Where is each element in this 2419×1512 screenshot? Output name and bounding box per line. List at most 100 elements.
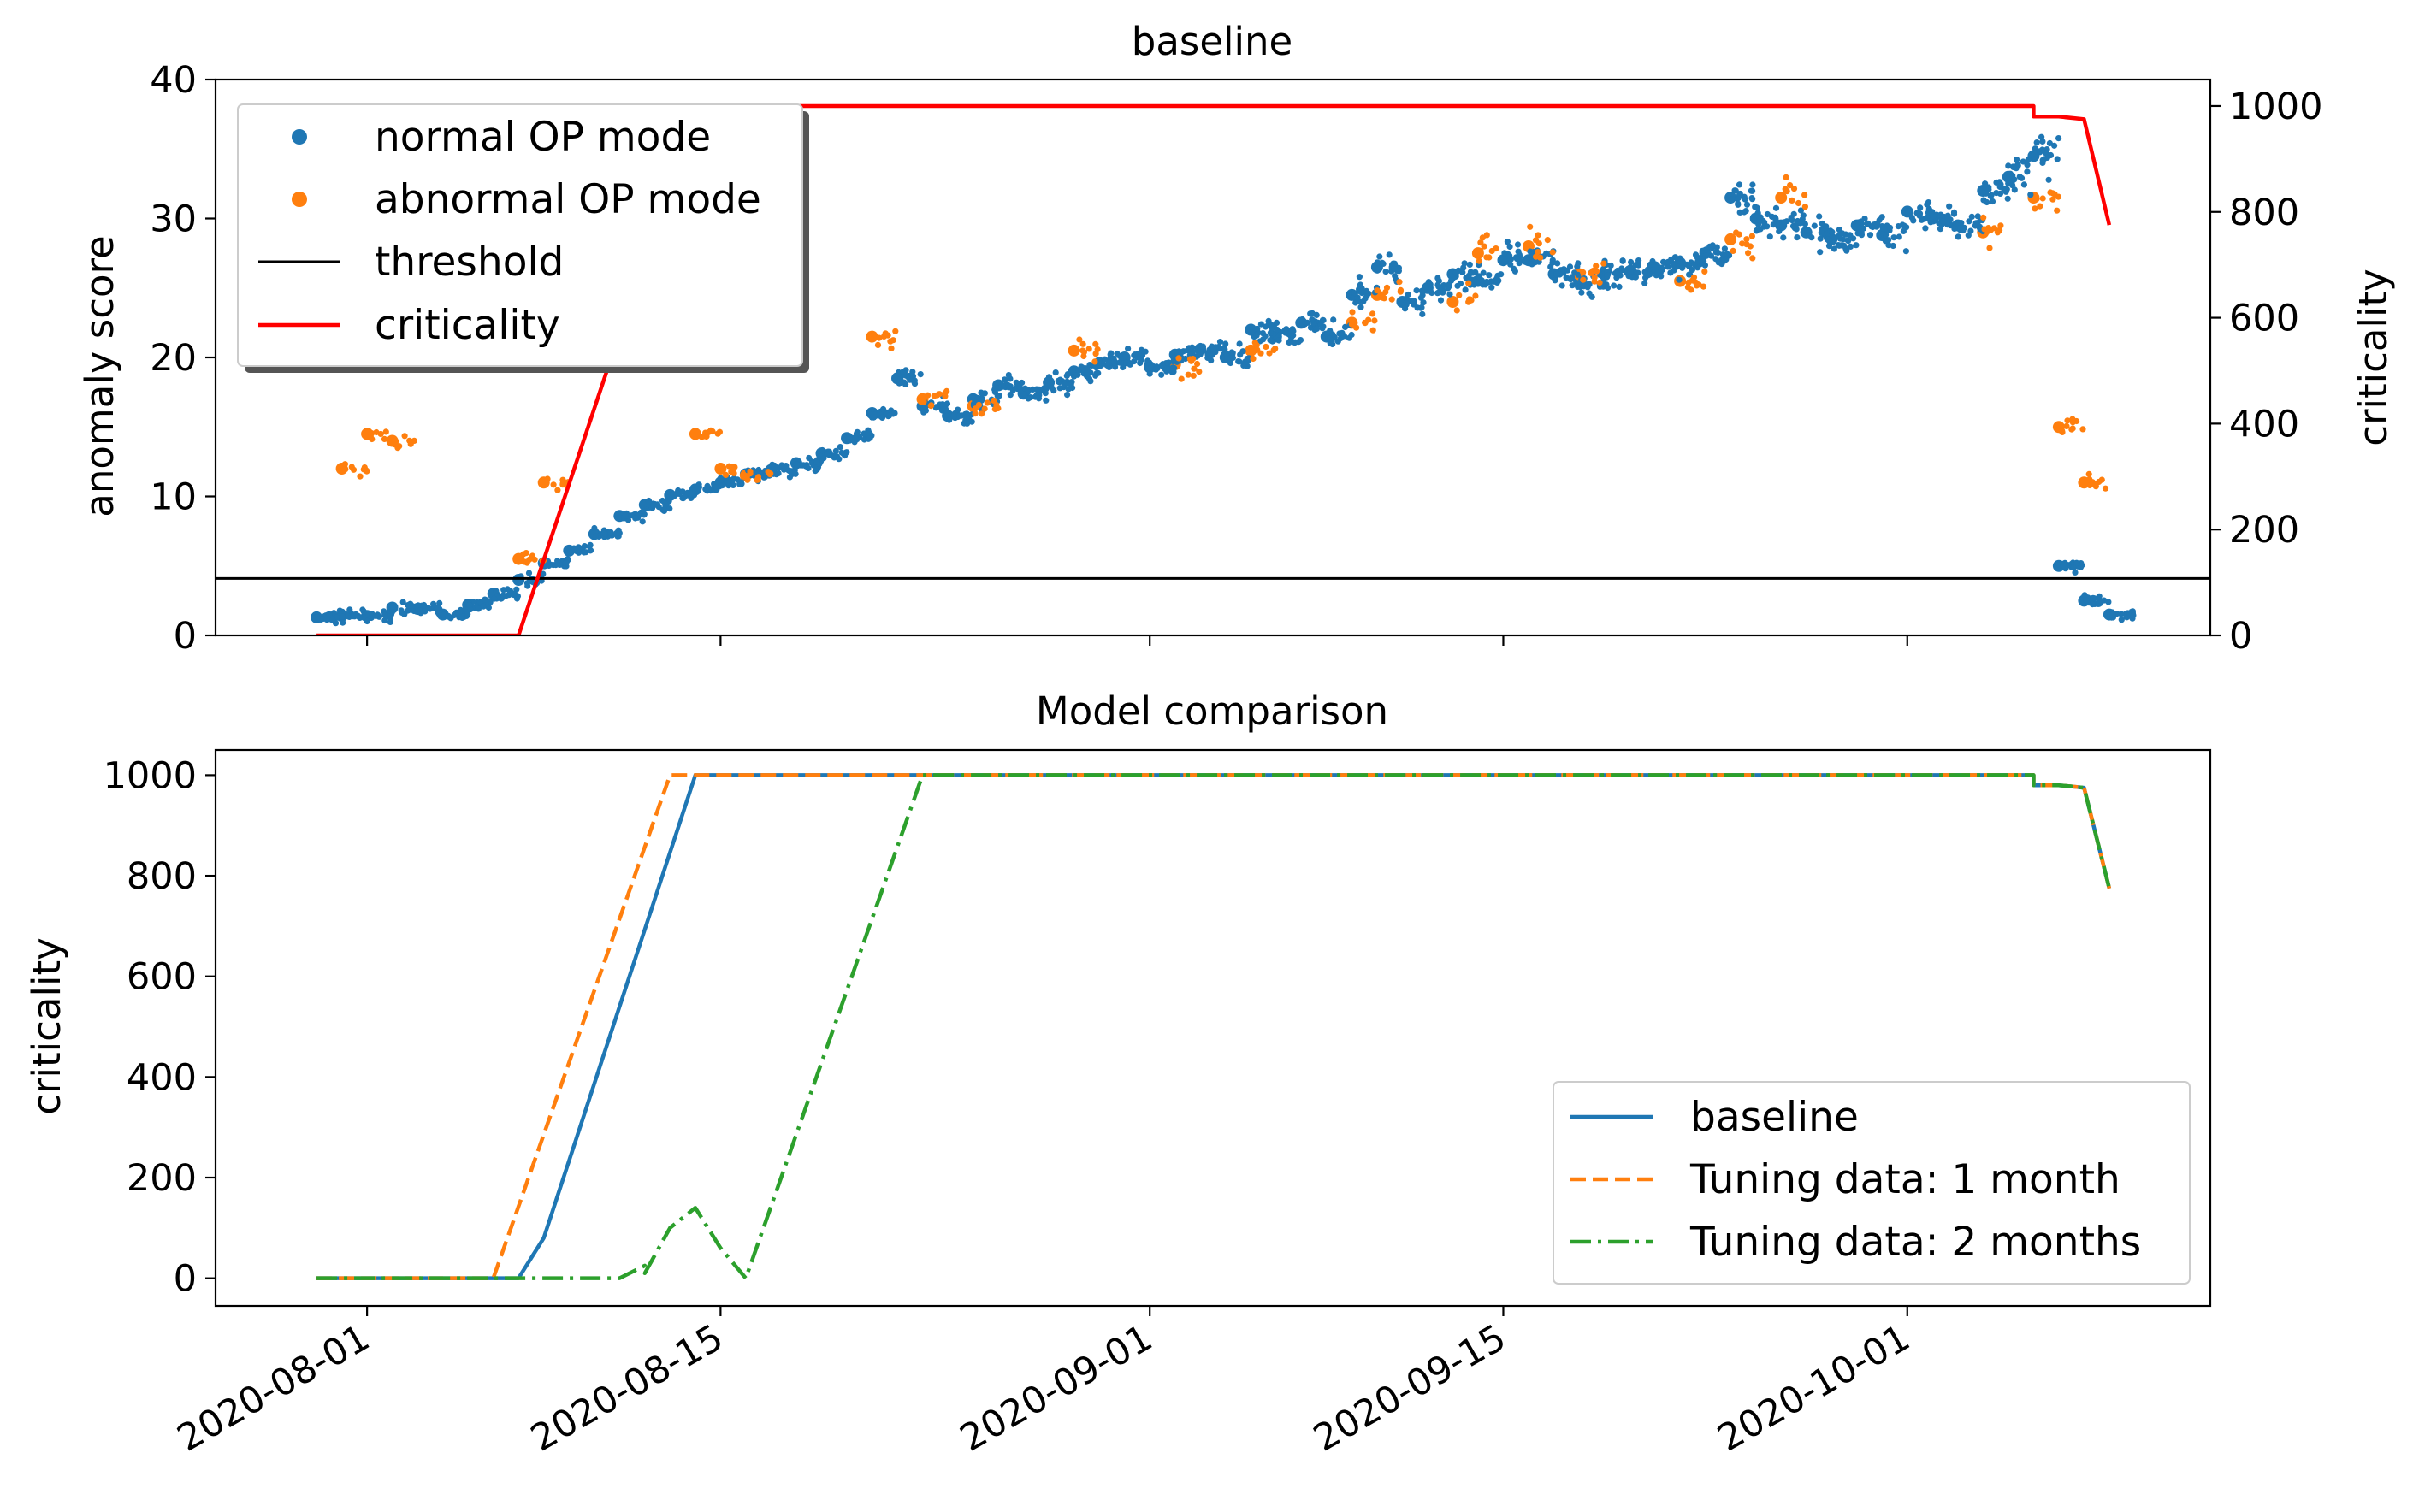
abnormal-point <box>698 434 705 440</box>
normal-point <box>2073 559 2080 566</box>
abnormal-point <box>1748 233 1755 239</box>
abnormal-point <box>1588 269 1594 276</box>
normal-point <box>1878 223 1885 230</box>
normal-point <box>1950 209 1958 216</box>
abnormal-point <box>1476 257 1482 264</box>
normal-point <box>466 602 473 609</box>
normal-point <box>1569 274 1576 281</box>
normal-point <box>991 387 998 393</box>
abnormal-point <box>2064 417 2071 424</box>
y-tick-label: 600 <box>127 956 197 999</box>
normal-point <box>1087 378 1094 385</box>
normal-point <box>1569 282 1576 289</box>
normal-point <box>1103 362 1110 369</box>
normal-point <box>387 618 393 626</box>
normal-point <box>846 433 853 440</box>
abnormal-point <box>943 387 950 394</box>
normal-point <box>1552 277 1558 284</box>
normal-point <box>1743 201 1751 208</box>
normal-point <box>1357 288 1363 295</box>
normal-point <box>1282 329 1289 336</box>
abnormal-point <box>1700 283 1707 290</box>
normal-point <box>2024 162 2031 168</box>
normal-point <box>546 562 553 570</box>
normal-point <box>2009 182 2016 189</box>
normal-point <box>339 613 346 620</box>
normal-point <box>1504 239 1511 245</box>
normal-point <box>1905 210 1912 216</box>
abnormal-point <box>1196 369 1203 375</box>
normal-point <box>725 479 732 486</box>
abnormal-point <box>1690 274 1698 281</box>
normal-point <box>2009 172 2016 179</box>
normal-point <box>1263 323 1269 330</box>
normal-point <box>346 606 353 613</box>
normal-point <box>480 603 487 610</box>
y-tick-label: 1000 <box>104 754 197 797</box>
normal-point <box>932 405 939 411</box>
abnormal-point <box>1994 229 2001 236</box>
abnormal-point <box>972 410 979 417</box>
normal-point <box>1772 204 1780 211</box>
abnormal-point <box>1094 346 1101 353</box>
abnormal-point <box>991 397 997 404</box>
normal-point <box>1607 262 1614 269</box>
normal-point <box>1944 212 1951 219</box>
normal-point <box>1817 249 1824 256</box>
abnormal-point <box>1535 232 1541 239</box>
normal-point <box>1470 269 1476 276</box>
bottom-legend: baseline Tuning data: 1 month Tuning dat… <box>1553 1081 2191 1285</box>
normal-point <box>381 617 388 624</box>
normal-point <box>917 371 924 378</box>
normal-point <box>1510 265 1517 272</box>
abnormal-point <box>1263 343 1269 351</box>
normal-point <box>1797 207 1804 214</box>
bottom-y-axis-label: criticality <box>24 937 69 1115</box>
abnormal-point <box>2096 478 2103 486</box>
normal-point <box>707 486 713 493</box>
normal-point <box>1457 280 1464 287</box>
abnormal-point <box>1250 355 1257 363</box>
normal-point <box>1362 295 1369 302</box>
normal-point <box>1001 383 1008 390</box>
abnormal-point <box>1488 247 1495 255</box>
abnormal-point <box>360 466 367 473</box>
normal-point <box>1299 316 1306 323</box>
normal-point <box>1267 337 1274 344</box>
normal-point <box>381 611 388 618</box>
normal-point <box>1808 234 1815 241</box>
normal-point <box>1960 227 1967 234</box>
abnormal-point <box>2033 196 2040 203</box>
normal-point <box>1890 234 1897 241</box>
normal-point <box>1304 319 1310 326</box>
normal-point <box>812 468 819 475</box>
normal-point <box>1847 243 1854 250</box>
normal-point <box>339 608 346 616</box>
normal-point <box>2055 135 2062 142</box>
normal-point <box>1374 259 1381 266</box>
abnormal-point <box>1349 309 1356 316</box>
normal-point <box>1670 262 1677 269</box>
normal-point <box>1507 261 1514 268</box>
normal-point <box>1543 250 1550 257</box>
abnormal-point <box>2079 426 2086 433</box>
normal-point <box>1819 220 1825 227</box>
normal-point <box>1461 260 1468 267</box>
normal-point <box>332 620 340 627</box>
normal-point <box>1736 209 1743 216</box>
abnormal-point <box>369 435 376 443</box>
normal-point <box>1244 355 1251 363</box>
normal-point <box>852 434 859 441</box>
normal-point <box>1836 242 1842 249</box>
abnormal-point <box>520 551 527 558</box>
normal-point <box>1984 198 1990 206</box>
normal-point <box>1676 276 1683 283</box>
normal-point <box>1055 377 1062 384</box>
abnormal-point <box>1076 336 1083 343</box>
normal-point <box>838 449 845 456</box>
normal-point <box>1619 257 1626 264</box>
normal-point <box>1825 243 1833 250</box>
abnormal-point <box>1079 347 1086 354</box>
normal-point <box>1005 382 1012 389</box>
abnormal-point <box>381 435 388 442</box>
